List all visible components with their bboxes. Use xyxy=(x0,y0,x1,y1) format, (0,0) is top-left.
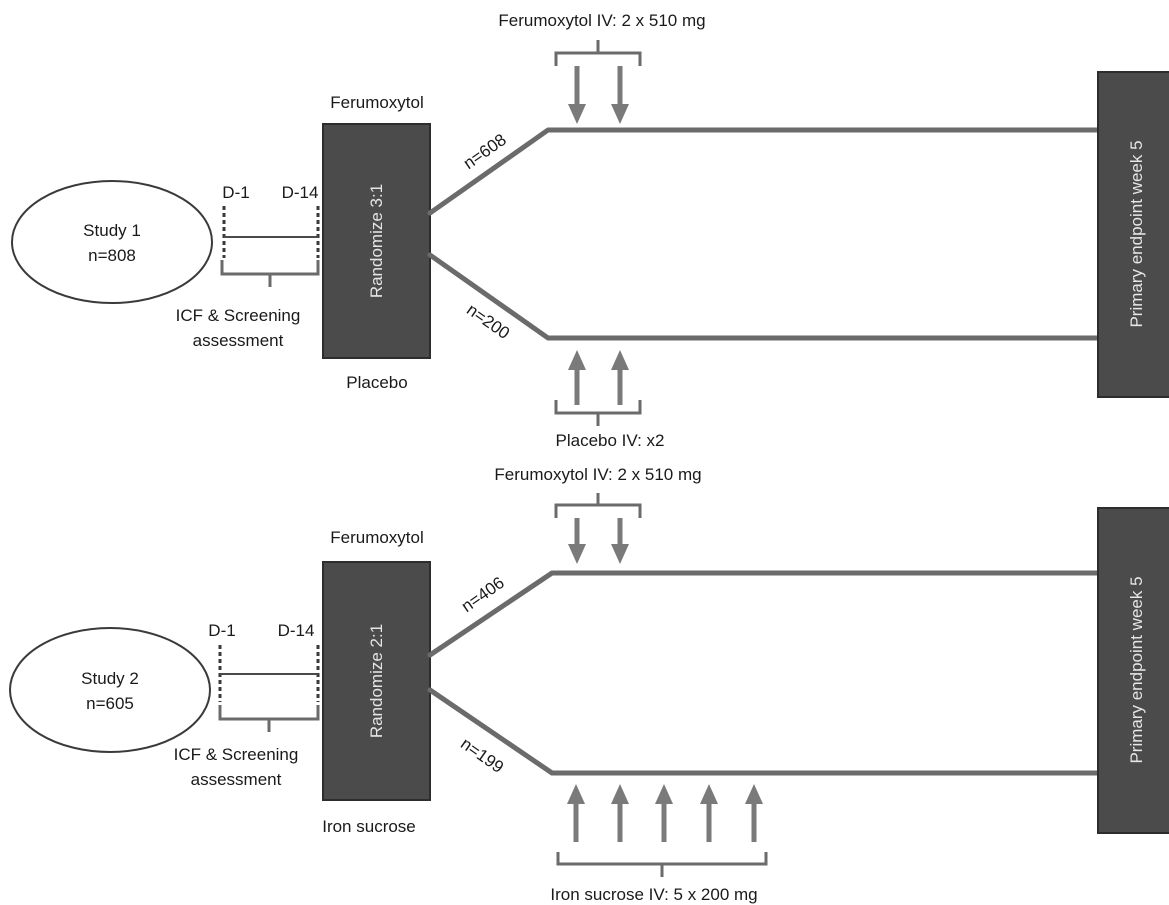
study-2-panel: Study 2 n=605 D-1 D-14 ICF & Screening a… xyxy=(9,465,1169,904)
dose-arrow-head xyxy=(611,784,629,804)
dose-arrow-head xyxy=(568,104,586,124)
study-2-randomize-label: Randomize 2:1 xyxy=(367,624,386,738)
study-2-oval-title: Study 2 xyxy=(81,669,139,688)
study-2-bottom-dose-label: Iron sucrose IV: 5 x 200 mg xyxy=(550,885,757,904)
study-1-randomize-box xyxy=(322,123,431,359)
dose-arrow-head xyxy=(611,350,629,370)
study-1-bottom-dose-brace xyxy=(554,400,642,426)
study-2-bottom-n: n=199 xyxy=(457,734,507,777)
study-1-top-arm-name: Ferumoxytol xyxy=(330,93,424,112)
study-1-endpoint-label: Primary endpoint week 5 xyxy=(1127,140,1146,327)
study-1-top-dose-arrows xyxy=(568,66,629,124)
study-1-top-n: n=608 xyxy=(460,130,510,173)
study-2-top-arm-name: Ferumoxytol xyxy=(330,528,424,547)
study-2-top-dose-label: Ferumoxytol IV: 2 x 510 mg xyxy=(494,465,701,484)
dose-arrow-head xyxy=(568,544,586,564)
dose-arrow-head xyxy=(655,784,673,804)
study-2-oval-count: n=605 xyxy=(86,694,134,713)
study-1-top-arm-path xyxy=(427,127,1101,216)
study-1-oval-title: Study 1 xyxy=(83,221,141,240)
study-2-day-start: D-1 xyxy=(208,621,235,640)
study-1-screening-label-2: assessment xyxy=(193,331,284,350)
study-1-top-dose-label: Ferumoxytol IV: 2 x 510 mg xyxy=(498,11,705,30)
study-2-top-arm-path xyxy=(427,570,1101,658)
study-1-day-end: D-14 xyxy=(282,183,319,202)
study-2-bottom-dose-arrows xyxy=(567,784,763,842)
study-2-day-end: D-14 xyxy=(278,621,315,640)
study-1-endpoint-box xyxy=(1097,71,1169,398)
study-1-bottom-dose-label: Placebo IV: x2 xyxy=(556,431,665,450)
study-1-bottom-arm-name: Placebo xyxy=(346,373,407,392)
study-2-endpoint-box xyxy=(1097,507,1169,834)
study-2-bottom-arm-name: Iron sucrose xyxy=(322,817,416,836)
study-2-bottom-dose-brace xyxy=(556,852,768,877)
dose-arrow-head xyxy=(611,104,629,124)
dose-arrow-head xyxy=(611,544,629,564)
dose-arrow-head xyxy=(700,784,718,804)
study-2-top-dose-arrows xyxy=(568,518,629,564)
study-1-randomize-label: Randomize 3:1 xyxy=(367,184,386,298)
study-2-top-dose-brace xyxy=(554,493,642,518)
dose-arrow-head xyxy=(567,784,585,804)
study-2-randomize-box xyxy=(322,561,431,801)
study-1-bottom-arm-path xyxy=(427,252,1101,341)
study-2-screening-label-1: ICF & Screening xyxy=(174,745,299,764)
study-2-screening-label-2: assessment xyxy=(191,770,282,789)
study-2-screening-brace xyxy=(218,705,320,732)
study-2-population-oval xyxy=(9,627,211,753)
dose-arrow-head xyxy=(745,784,763,804)
study-2-bottom-arm-path xyxy=(427,687,1101,776)
study-1-screening-brace xyxy=(220,260,320,287)
study-2-endpoint-label: Primary endpoint week 5 xyxy=(1127,576,1146,763)
study-1-screening-label-1: ICF & Screening xyxy=(176,306,301,325)
study-1-bottom-dose-arrows xyxy=(568,350,629,405)
study-1-population-oval xyxy=(11,180,213,304)
study-1-top-dose-brace xyxy=(554,40,642,66)
study-1-oval-count: n=808 xyxy=(88,246,136,265)
dose-arrow-head xyxy=(568,350,586,370)
study-1-day-start: D-1 xyxy=(222,183,249,202)
study-1-panel: Study 1 n=808 D-1 D-14 ICF & Screening a… xyxy=(11,11,1169,450)
